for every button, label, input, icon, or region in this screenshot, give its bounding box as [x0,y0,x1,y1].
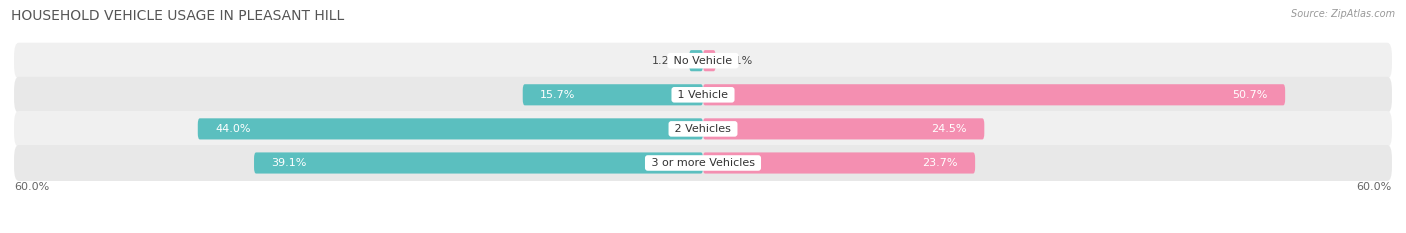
FancyBboxPatch shape [703,84,1285,105]
FancyBboxPatch shape [254,152,703,174]
Text: 50.7%: 50.7% [1233,90,1268,100]
Text: 24.5%: 24.5% [932,124,967,134]
Text: No Vehicle: No Vehicle [671,56,735,66]
Text: 15.7%: 15.7% [540,90,575,100]
FancyBboxPatch shape [703,118,984,140]
Text: 44.0%: 44.0% [215,124,250,134]
FancyBboxPatch shape [14,111,1392,147]
FancyBboxPatch shape [689,50,703,71]
Text: 1.1%: 1.1% [725,56,754,66]
Text: 60.0%: 60.0% [1357,182,1392,192]
Text: Source: ZipAtlas.com: Source: ZipAtlas.com [1291,9,1395,19]
Text: 3 or more Vehicles: 3 or more Vehicles [648,158,758,168]
FancyBboxPatch shape [523,84,703,105]
Text: 1.2%: 1.2% [651,56,681,66]
FancyBboxPatch shape [14,77,1392,113]
FancyBboxPatch shape [14,145,1392,181]
FancyBboxPatch shape [703,152,976,174]
Text: 23.7%: 23.7% [922,158,957,168]
Text: 1 Vehicle: 1 Vehicle [675,90,731,100]
Text: 2 Vehicles: 2 Vehicles [671,124,735,134]
FancyBboxPatch shape [14,43,1392,79]
Text: HOUSEHOLD VEHICLE USAGE IN PLEASANT HILL: HOUSEHOLD VEHICLE USAGE IN PLEASANT HILL [11,9,344,23]
Text: 60.0%: 60.0% [14,182,49,192]
FancyBboxPatch shape [198,118,703,140]
FancyBboxPatch shape [703,50,716,71]
Text: 39.1%: 39.1% [271,158,307,168]
